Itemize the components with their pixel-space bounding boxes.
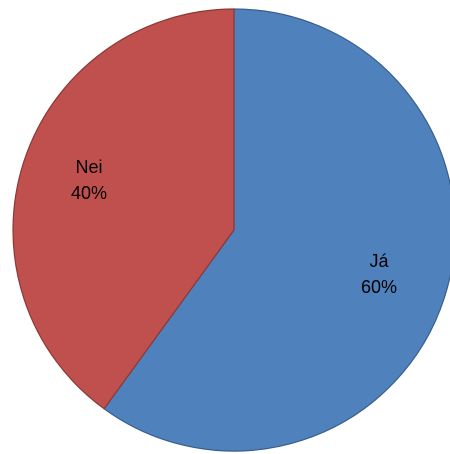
slice-category-label: Nei [75,157,102,177]
pie-slices [12,8,450,452]
pie-labels: Já 60% Nei 40% [71,157,397,297]
slice-percent-label: 60% [361,277,397,297]
slice-percent-label: 40% [71,183,107,203]
slice-category-label: Já [369,251,389,271]
pie-slice-nei [12,8,235,410]
pie-slice-j- [103,8,450,452]
